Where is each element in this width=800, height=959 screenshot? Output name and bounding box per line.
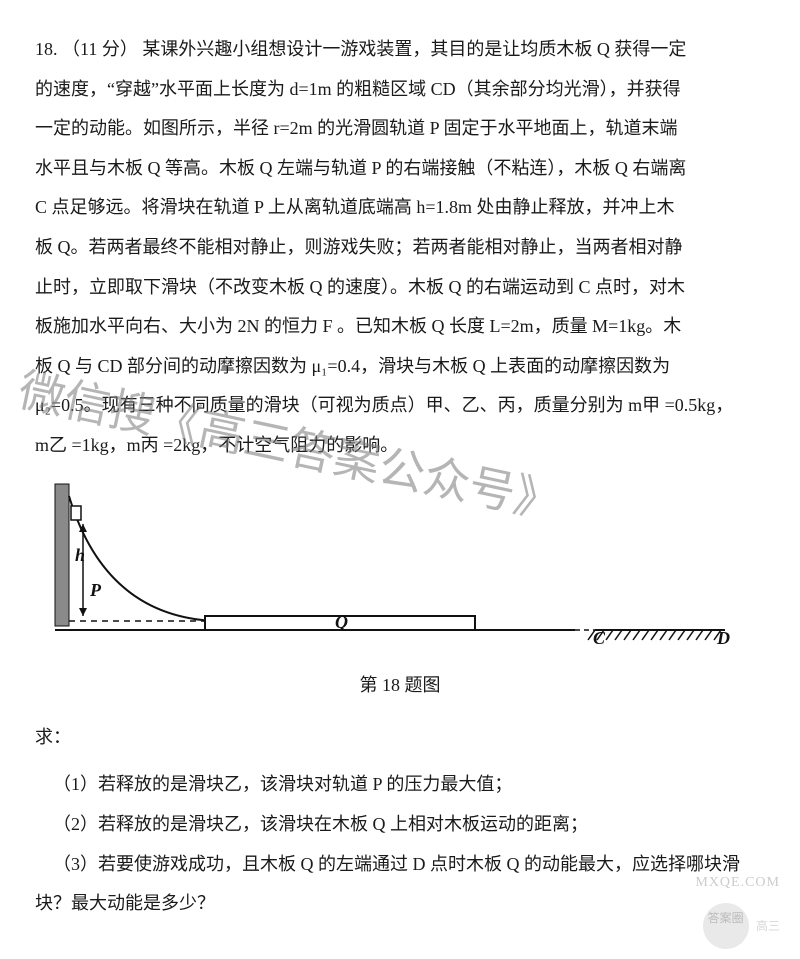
line-0: 某课外兴趣小组想设计一游戏装置，其目的是让均质木板 Q 获得一定 — [142, 39, 686, 59]
footer-side: 高三 — [756, 919, 780, 933]
line-4: C 点足够远。将滑块在轨道 P 上从离轨道底端高 h=1.8m 处由静止释放，并… — [35, 188, 765, 228]
problem-points: （11 分） — [62, 39, 138, 59]
figure: hP Q C D — [35, 476, 765, 661]
line-2: 一定的动能。如图所示，半径 r=2m 的光滑圆轨道 P 固定于水平地面上，轨道末… — [35, 109, 765, 149]
line-1: 的速度，“穿越”水平面上长度为 d=1m 的粗糙区域 CD（其余部分均光滑），并… — [35, 70, 765, 110]
footer-mark: 答案圈 高三 — [703, 903, 780, 949]
line-6: 止时，立即取下滑块（不改变木板 Q 的速度）。木板 Q 的右端运动到 C 点时，… — [35, 268, 765, 308]
physics-diagram: hP Q C D — [35, 476, 735, 646]
svg-text:h: h — [75, 545, 85, 565]
question-1: （1）若释放的是滑块乙，该滑块对轨道 P 的压力最大值； — [35, 765, 765, 805]
footer-circle: 答案圈 — [703, 903, 749, 949]
figure-caption: 第 18 题图 — [35, 666, 765, 706]
problem-body: 18. （11 分） 某课外兴趣小组想设计一游戏装置，其目的是让均质木板 Q 获… — [35, 30, 765, 466]
line-10: m乙 =1kg，m丙 =2kg，不计空气阻力的影响。 — [35, 426, 765, 466]
svg-text:C: C — [593, 628, 606, 646]
problem-number: 18. — [35, 39, 58, 59]
line-7: 板施加水平向右、大小为 2N 的恒力 F 。已知木板 Q 长度 L=2m，质量 … — [35, 307, 765, 347]
line-9: μ₂=0.5。现有三种不同质量的滑块（可视为质点）甲、乙、丙，质量分别为 m甲 … — [35, 386, 765, 426]
question-2: （2）若释放的是滑块乙，该滑块在木板 Q 上相对木板运动的距离； — [35, 805, 765, 845]
question-prompt: 求： — [35, 718, 765, 758]
svg-text:D: D — [716, 628, 730, 646]
site-watermark: MXQE.COM — [695, 868, 780, 899]
line-8: 板 Q 与 CD 部分间的动摩擦因数为 μ₁=0.4，滑块与木板 Q 上表面的动… — [35, 347, 765, 387]
question-3: （3）若要使游戏成功，且木板 Q 的左端通过 D 点时木板 Q 的动能最大，应选… — [35, 845, 765, 924]
line-5: 板 Q。若两者最终不能相对静止，则游戏失败；若两者能相对静止，当两者相对静 — [35, 228, 765, 268]
svg-text:P: P — [89, 580, 102, 600]
line-3: 水平且与木板 Q 等高。木板 Q 左端与轨道 P 的右端接触（不粘连），木板 Q… — [35, 149, 765, 189]
svg-text:Q: Q — [335, 612, 348, 632]
